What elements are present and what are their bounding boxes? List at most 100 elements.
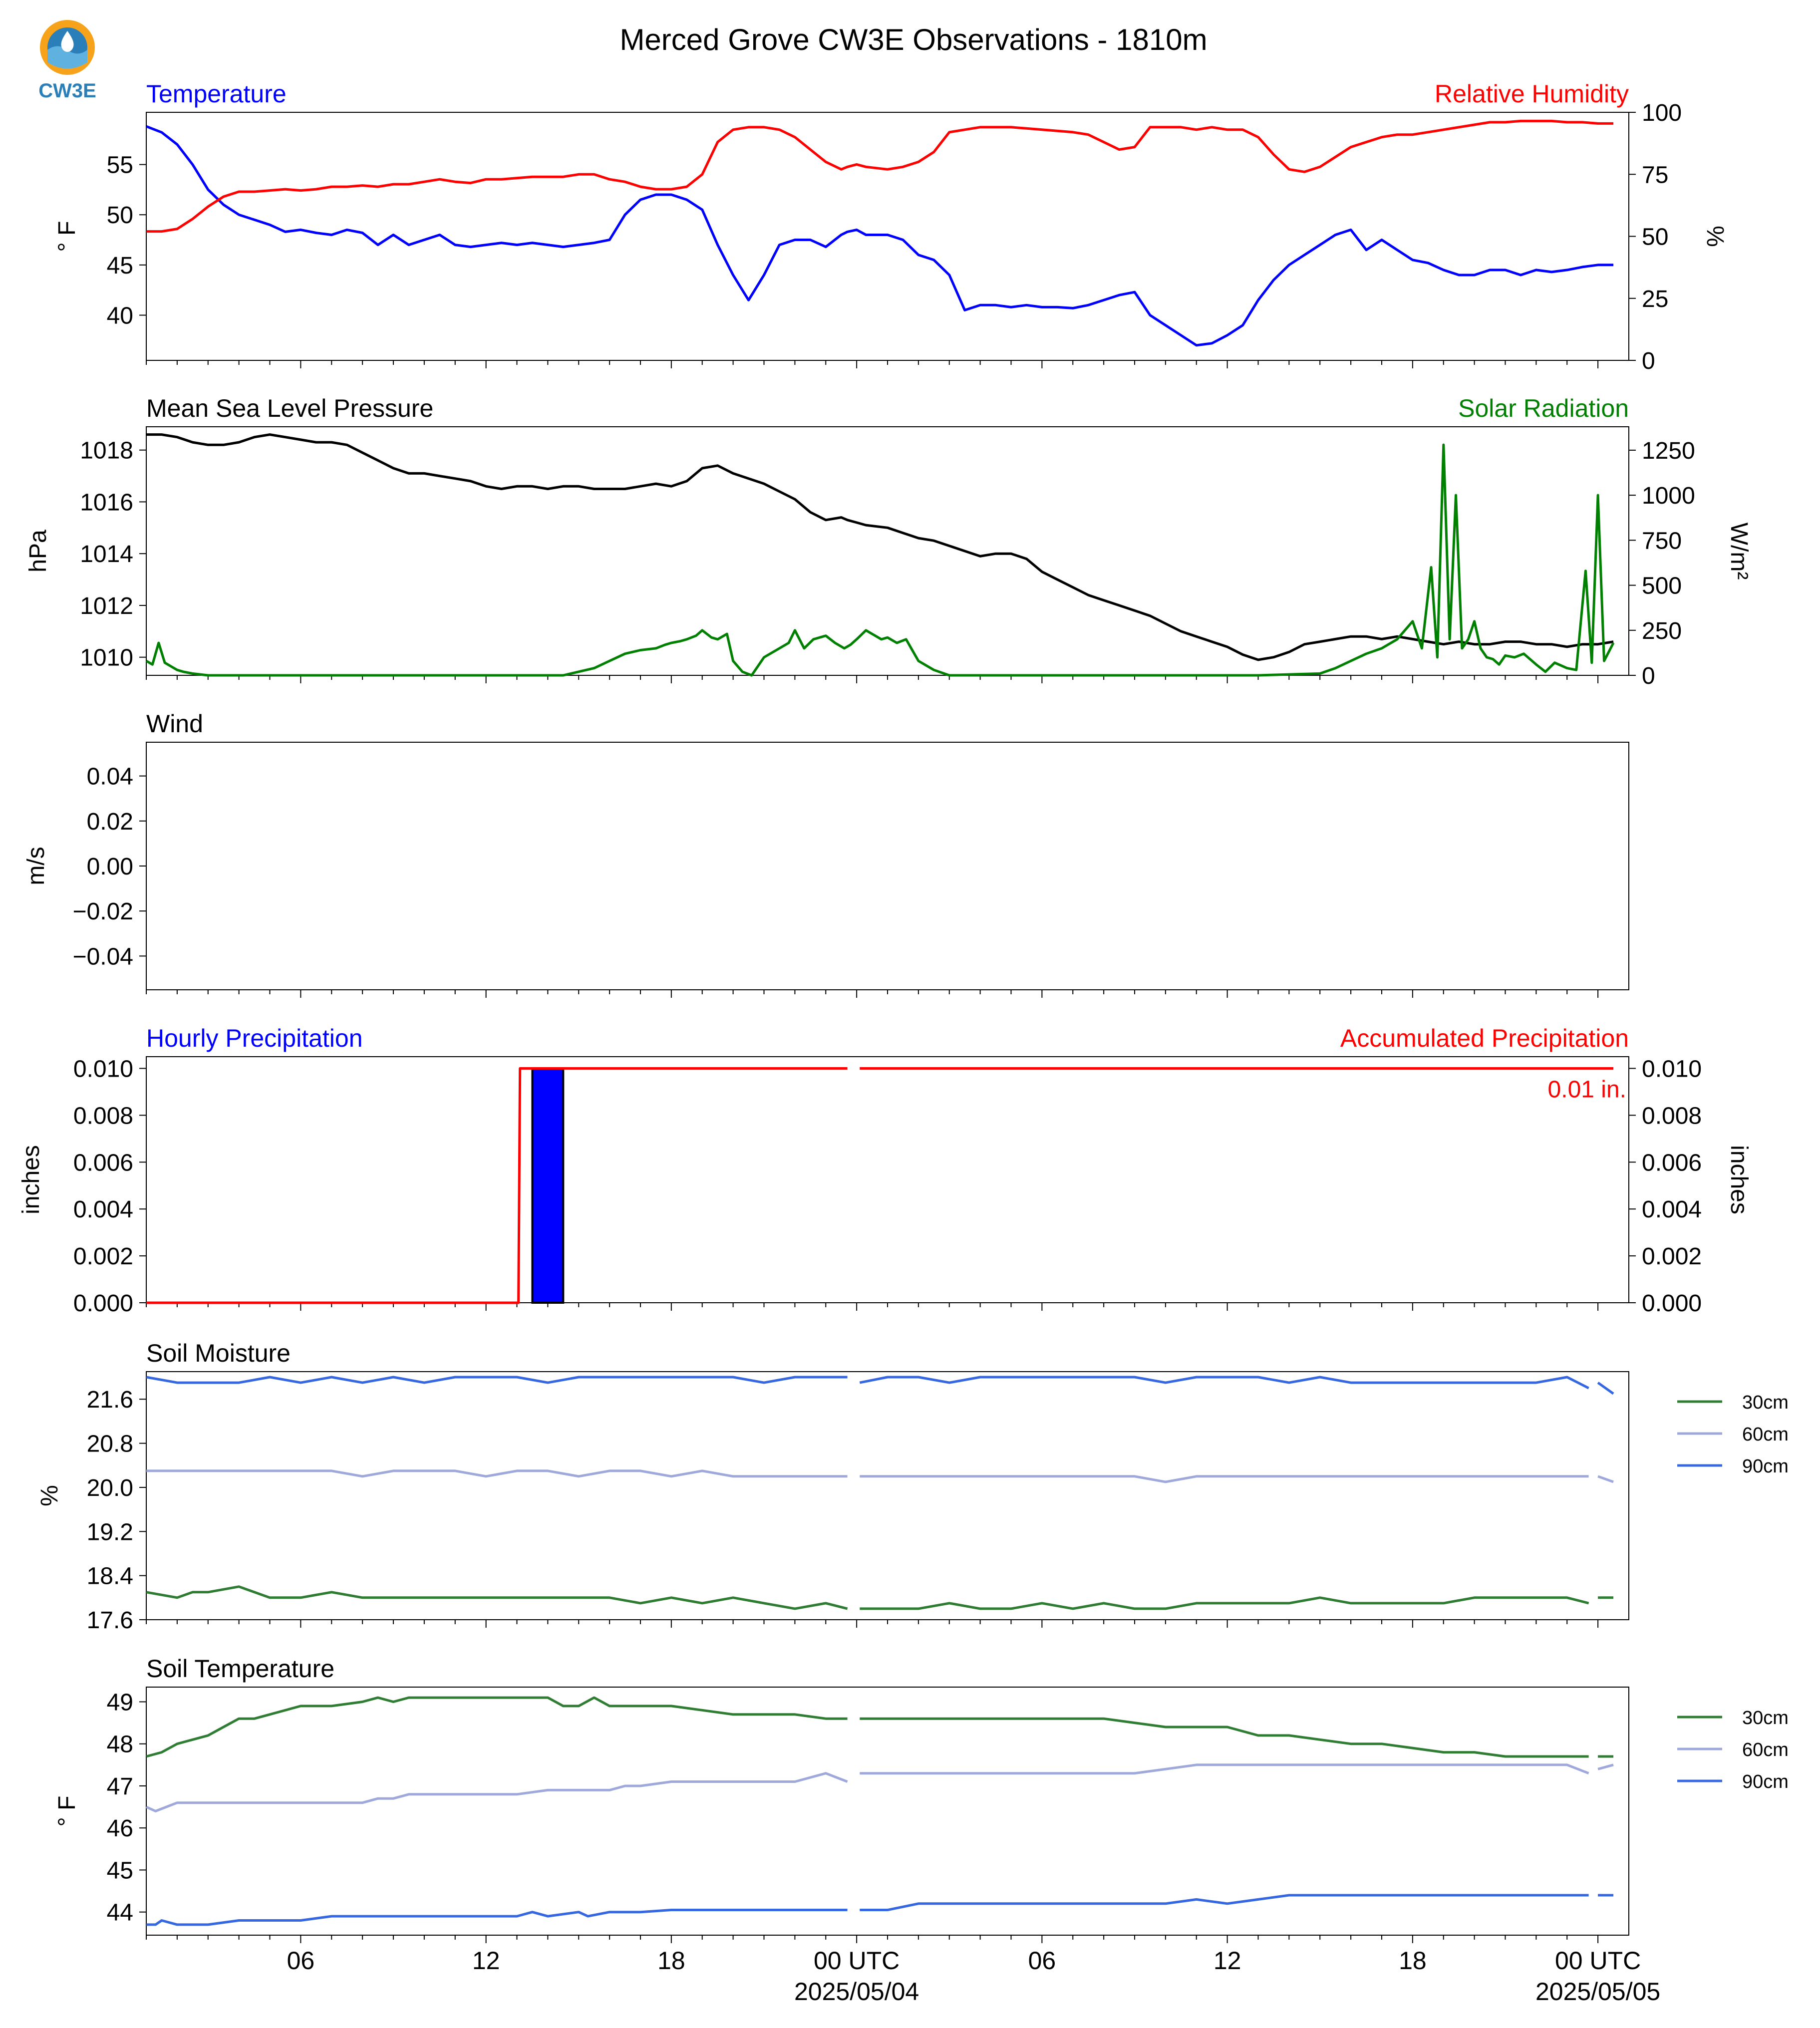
- axes-frame: [146, 1056, 1629, 1303]
- panel-title-right: Solar Radiation: [1458, 394, 1629, 422]
- y-right-tick-label: 750: [1642, 528, 1682, 554]
- y-tick-label: 0.008: [73, 1103, 133, 1129]
- y-tick-label: 44: [107, 1900, 133, 1926]
- series-60cm: [146, 1469, 1614, 1483]
- accumulation-label: 0.01 in.: [1548, 1076, 1626, 1103]
- x-tick-label: 06: [1028, 1947, 1056, 1975]
- y-tick-label: −0.02: [73, 898, 133, 925]
- x-tick-label: 18: [1399, 1947, 1427, 1975]
- y-right-tick-label: 100: [1642, 100, 1682, 126]
- series-relative-humidity: [146, 119, 1614, 233]
- y-right-tick-label: 50: [1642, 224, 1668, 251]
- y-tick-label: 40: [107, 302, 133, 329]
- x-tick-label: 06: [287, 1947, 315, 1975]
- x-tick-label: 00 UTC: [814, 1947, 900, 1975]
- y-tick-label: 47: [107, 1773, 133, 1800]
- panel-mean-sea-level-pressure: Mean Sea Level Pressure Solar Radiation 10…: [25, 394, 1752, 689]
- water-drop-icon: [61, 31, 74, 52]
- series-temperature: [146, 125, 1614, 347]
- legend-label: 90cm: [1742, 1771, 1789, 1792]
- x-date-label: 2025/05/05: [1535, 1978, 1660, 2006]
- logo-text: CW3E: [38, 80, 96, 102]
- y-axis-label: ° F: [54, 1796, 80, 1827]
- y-tick-label: 1012: [80, 593, 133, 619]
- legend-label: 60cm: [1742, 1739, 1789, 1760]
- series-mean-sea-level-pressure: [146, 433, 1614, 661]
- y-tick-label: 45: [107, 1857, 133, 1884]
- y-right-tick-label: 0.010: [1642, 1056, 1702, 1082]
- series-90cm: [146, 1376, 1614, 1395]
- series-60cm: [145, 1763, 1614, 1812]
- y-tick-label: 1018: [80, 438, 133, 464]
- y-tick-label: 48: [107, 1732, 133, 1758]
- panel-title-right: Accumulated Precipitation: [1340, 1024, 1629, 1052]
- y-right-tick-label: 0: [1642, 663, 1655, 689]
- panel-wind: Wind −0.04 −0.02 0.00 0.02 0.04 m/s: [23, 710, 1629, 998]
- series-solar-radiation: [145, 443, 1615, 677]
- series-30cm: [146, 1696, 1614, 1758]
- x-tick-label: 00 UTC: [1555, 1947, 1641, 1975]
- panels: Temperature Relative Humidity 40 45 50 55 0 25 5…: [18, 80, 1789, 2006]
- y-tick-label: 1010: [80, 645, 133, 671]
- axes-frame: [146, 1371, 1629, 1620]
- y-tick-label: 46: [107, 1815, 133, 1842]
- y-right-tick-label: 1000: [1642, 483, 1695, 509]
- y-right-tick-label: 250: [1642, 618, 1682, 644]
- series-30cm: [146, 1585, 1614, 1610]
- y-tick-label: 18.4: [87, 1563, 133, 1590]
- cw3e-logo: CW3E: [38, 20, 96, 102]
- x-tick-label: 12: [472, 1947, 500, 1975]
- y-right-tick-label: 0.006: [1642, 1150, 1702, 1176]
- y-right-tick-label: 1250: [1642, 438, 1695, 464]
- y-tick-label: 1016: [80, 489, 133, 516]
- y-tick-label: 20.0: [87, 1475, 133, 1501]
- panel-title-right: Relative Humidity: [1435, 80, 1629, 108]
- y-tick-label: 45: [107, 253, 133, 279]
- series-90cm: [146, 1894, 1614, 1926]
- panel-title-left: Hourly Precipitation: [146, 1024, 363, 1052]
- y-tick-label: 0.010: [73, 1056, 133, 1082]
- precip-bar: [531, 1067, 565, 1304]
- y-tick-label: 0.02: [87, 809, 133, 835]
- y-right-tick-label: 500: [1642, 573, 1682, 599]
- y-right-tick-label: 75: [1642, 162, 1668, 188]
- axes-frame: [146, 742, 1629, 990]
- y-tick-label: 21.6: [87, 1387, 133, 1413]
- x-tick-label: 12: [1213, 1947, 1241, 1975]
- y-right-tick-label: 0.002: [1642, 1243, 1702, 1270]
- y-right-tick-label: 25: [1642, 286, 1668, 312]
- y-tick-label: 19.2: [87, 1519, 133, 1545]
- y-tick-label: 1014: [80, 541, 133, 568]
- y-axis-label: m/s: [23, 847, 49, 885]
- panel-title-left: Soil Temperature: [146, 1655, 334, 1683]
- y-tick-label: 50: [107, 202, 133, 229]
- y-axis-right-label: inches: [1726, 1145, 1752, 1214]
- panel-title-left: Soil Moisture: [146, 1339, 291, 1367]
- x-tick-label: 18: [657, 1947, 685, 1975]
- y-right-tick-label: 0: [1642, 348, 1655, 374]
- y-tick-label: 55: [107, 152, 133, 179]
- y-right-tick-label: 0.004: [1642, 1196, 1702, 1223]
- y-axis-right-label: %: [1702, 226, 1728, 247]
- x-date-label: 2025/05/04: [794, 1978, 919, 2006]
- y-tick-label: 0.002: [73, 1243, 133, 1270]
- y-tick-label: 0.004: [73, 1196, 133, 1223]
- y-tick-label: 49: [107, 1689, 133, 1716]
- panel-title-left: Temperature: [146, 80, 287, 108]
- y-tick-label: −0.04: [73, 943, 133, 970]
- y-axis-label: hPa: [25, 530, 51, 573]
- series-accumulated-precipitation: [146, 1067, 1614, 1304]
- y-tick-label: 0.006: [73, 1150, 133, 1176]
- figure-title: Merced Grove CW3E Observations - 1810m: [619, 23, 1207, 56]
- y-axis-label: %: [36, 1485, 63, 1506]
- panel-soil-moisture: Soil Moisture 17.6 18.4 19.2 20.0 20.8 21.6% 30…: [36, 1339, 1789, 1634]
- y-tick-label: 0.00: [87, 854, 133, 880]
- legend-label: 30cm: [1742, 1392, 1789, 1413]
- panel-temperature: Temperature Relative Humidity 40 45 50 55 0 25 5…: [54, 80, 1728, 374]
- y-right-tick-label: 0.008: [1642, 1103, 1702, 1129]
- y-axis-label: ° F: [54, 221, 80, 252]
- y-axis-right-label: W/m²: [1726, 523, 1752, 580]
- panel-title-left: Wind: [146, 710, 203, 738]
- panel-hourly-precipitation: Hourly Precipitation Accumulated Precipit…: [18, 1024, 1752, 1317]
